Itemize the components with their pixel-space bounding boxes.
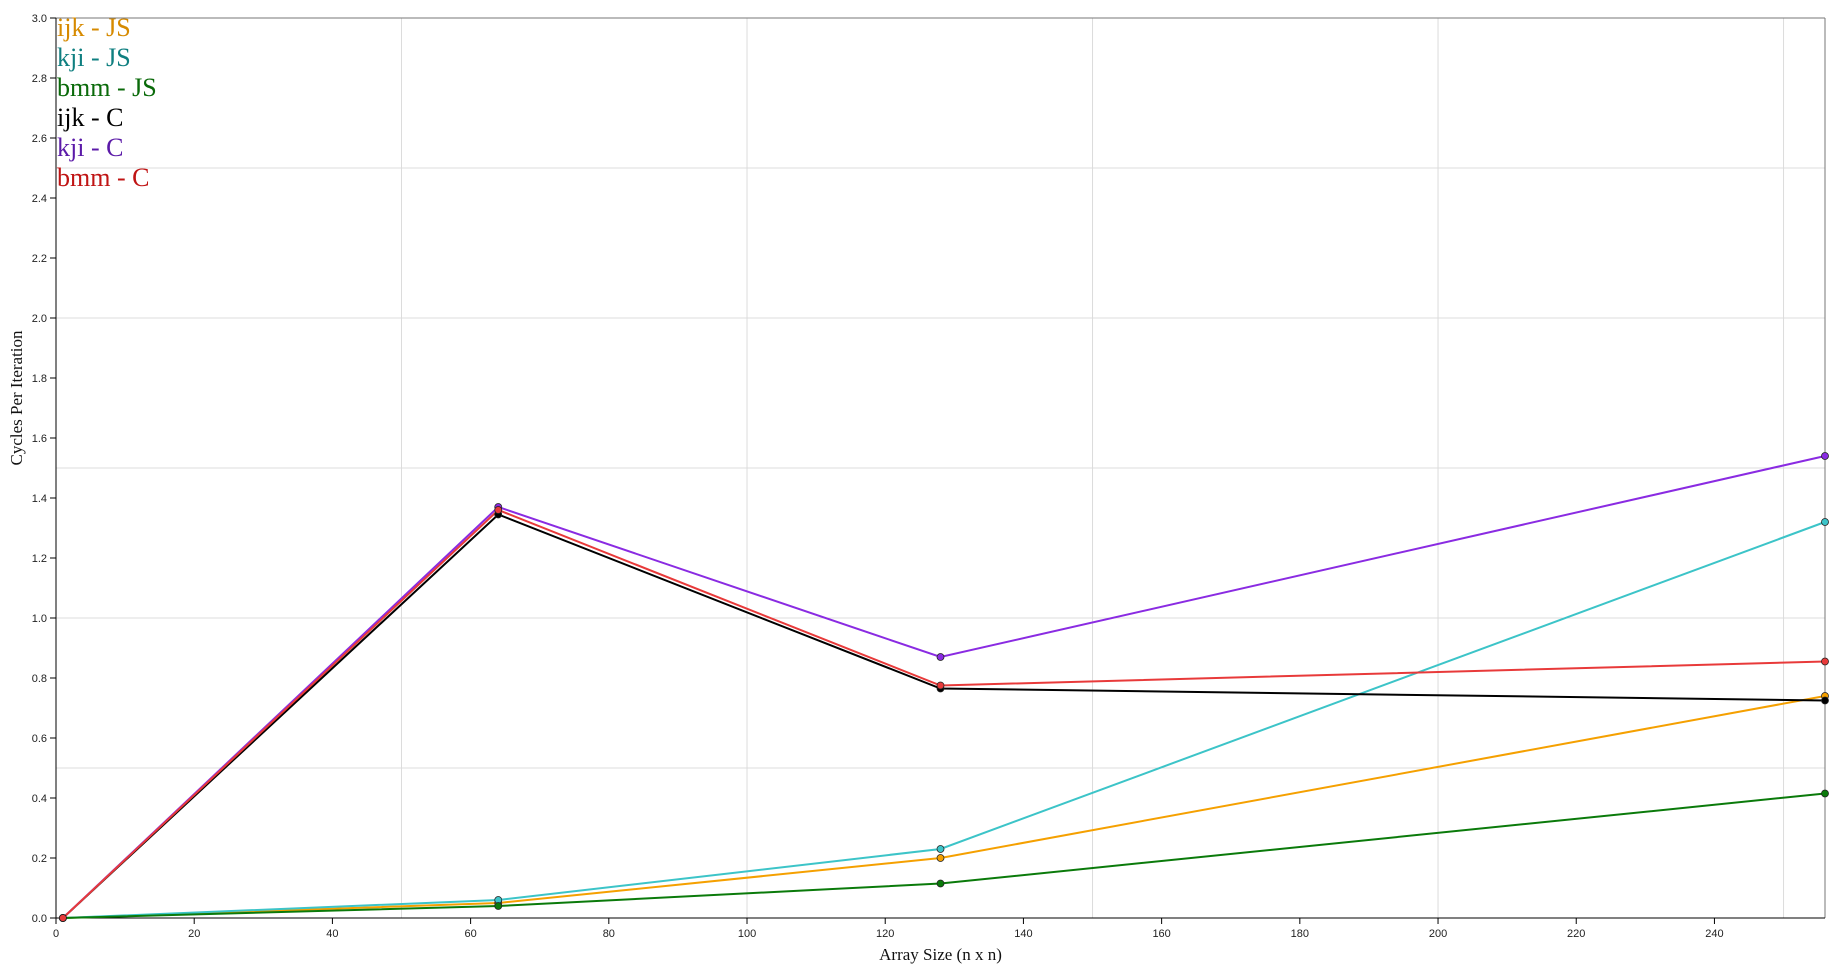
data-point-kji-js xyxy=(1821,518,1829,526)
legend-entry: kji - JS xyxy=(57,43,131,72)
series-line-ijk-js xyxy=(62,695,1826,919)
data-point-bmm-js xyxy=(494,902,503,910)
data-point-bmm-js xyxy=(936,879,945,888)
y-tick-label: 2.8 xyxy=(32,73,47,85)
x-tick-label: 200 xyxy=(1429,928,1447,940)
data-point-ijk-js xyxy=(936,854,945,862)
series-lines xyxy=(62,455,1826,919)
data-point-kji-c xyxy=(1821,452,1829,460)
series-line-bmm-js xyxy=(62,792,1826,919)
data-point-bmm-c xyxy=(494,506,503,514)
x-tick-label: 140 xyxy=(1014,928,1032,940)
data-point-bmm-c xyxy=(936,681,945,690)
y-tick-label: 0.0 xyxy=(32,913,47,925)
y-tick-label: 0.6 xyxy=(32,733,47,745)
y-tick-label: 1.4 xyxy=(32,493,47,505)
series-line-bmm-c xyxy=(62,508,1826,919)
legend-entry: bmm - JS xyxy=(57,73,157,102)
y-tick-label: 0.2 xyxy=(32,853,47,865)
series-line-kji-js xyxy=(62,521,1826,919)
y-tick-label: 2.6 xyxy=(32,133,47,145)
y-tick-label: 1.8 xyxy=(32,373,47,385)
x-tick-label: 20 xyxy=(188,928,200,940)
series-line-ijk-c xyxy=(62,513,1826,919)
data-point-bmm-c xyxy=(1821,657,1829,666)
y-axis-title: Cycles Per Iteration xyxy=(7,330,26,466)
data-point-kji-c xyxy=(936,653,945,661)
series-line-kji-c xyxy=(62,455,1826,919)
x-tick-label: 100 xyxy=(738,928,756,940)
y-tick-label: 0.4 xyxy=(32,793,47,805)
y-tick-label: 2.2 xyxy=(32,253,47,265)
x-tick-label: 60 xyxy=(464,928,476,940)
x-axis-title: Array Size (n x n) xyxy=(879,945,1002,964)
legend-entry: bmm - C xyxy=(57,163,149,192)
y-tick-label: 2.0 xyxy=(32,313,47,325)
series-points xyxy=(59,452,1829,922)
data-point-bmm-js xyxy=(1821,789,1829,798)
data-point-ijk-c xyxy=(1821,696,1829,705)
legend-entry: ijk - JS xyxy=(57,13,131,42)
data-point-bmm-c xyxy=(59,914,67,922)
x-tick-label: 80 xyxy=(603,928,615,940)
legend-entry: kji - C xyxy=(57,133,123,162)
y-tick-label: 1.2 xyxy=(32,553,47,565)
x-tick-label: 40 xyxy=(326,928,338,940)
legend-entry: ijk - C xyxy=(57,103,123,132)
x-tick-label: 240 xyxy=(1705,928,1723,940)
y-tick-label: 1.6 xyxy=(32,433,47,445)
data-point-kji-js xyxy=(936,845,945,853)
y-tick-label: 3.0 xyxy=(32,13,47,25)
y-tick-label: 1.0 xyxy=(32,613,47,625)
grid-lines xyxy=(56,18,1825,918)
y-tick-label: 2.4 xyxy=(32,193,47,205)
axes: 0 20 40 60 80 100 120 140 160 180 200 220 240 0.0 0.2 0… xyxy=(32,13,1826,940)
x-tick-label: 220 xyxy=(1567,928,1585,940)
x-tick-label: 180 xyxy=(1291,928,1309,940)
y-tick-label: 0.8 xyxy=(32,673,47,685)
x-tick-label: 0 xyxy=(53,928,59,940)
x-tick-label: 160 xyxy=(1152,928,1170,940)
x-tick-label: 120 xyxy=(876,928,894,940)
